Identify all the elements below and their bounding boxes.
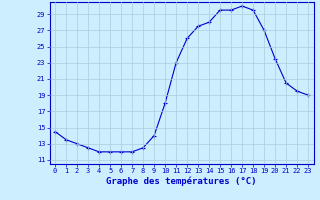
X-axis label: Graphe des températures (°C): Graphe des températures (°C) bbox=[106, 177, 257, 186]
